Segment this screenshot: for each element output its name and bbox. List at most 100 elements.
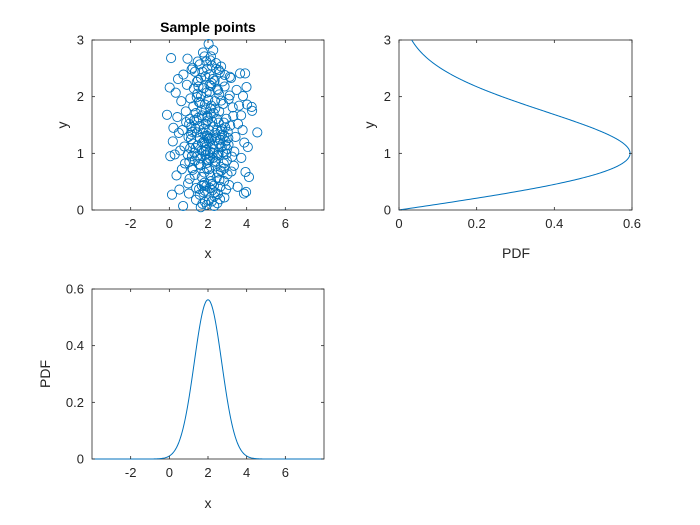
scatter-point bbox=[193, 81, 204, 92]
scatter-point bbox=[198, 83, 209, 94]
scatter-point bbox=[222, 169, 233, 180]
y-pdf-xtick-label: 0 bbox=[395, 216, 402, 231]
scatter-point bbox=[252, 127, 263, 138]
scatter-point bbox=[225, 72, 237, 84]
scatter-point bbox=[164, 82, 175, 93]
y-pdf-ytick-label: 0 bbox=[384, 203, 391, 218]
scatter-point bbox=[230, 131, 241, 142]
scatter-point bbox=[240, 68, 251, 79]
scatter-ylabel: y bbox=[54, 122, 70, 129]
scatter-xlabel: x bbox=[205, 245, 212, 261]
scatter-xtick-label: 4 bbox=[243, 216, 250, 231]
scatter-point bbox=[176, 164, 187, 175]
scatter-point bbox=[205, 51, 216, 62]
scatter-point bbox=[187, 62, 198, 73]
scatter-point bbox=[190, 194, 202, 205]
scatter-point bbox=[179, 158, 191, 169]
scatter-point bbox=[207, 147, 218, 158]
scatter-point bbox=[172, 74, 184, 85]
scatter-point bbox=[232, 181, 243, 192]
scatter-point bbox=[247, 105, 258, 116]
scatter-point bbox=[224, 71, 235, 82]
scatter-points bbox=[161, 38, 263, 213]
scatter-point bbox=[213, 147, 224, 158]
scatter-point bbox=[240, 166, 251, 178]
scatter-point bbox=[212, 84, 223, 95]
scatter-point bbox=[165, 151, 176, 162]
scatter-point bbox=[174, 184, 185, 195]
scatter-point bbox=[184, 156, 195, 167]
y-pdf-ylabel: y bbox=[361, 122, 377, 129]
scatter-point bbox=[201, 130, 213, 141]
y-pdf-axes: 0 0.2 0.4 0.6 0 1 2 3 PDF y bbox=[361, 33, 641, 262]
scatter-point bbox=[169, 149, 180, 160]
scatter-point bbox=[170, 87, 181, 98]
scatter-point bbox=[219, 70, 230, 81]
scatter-point bbox=[196, 110, 208, 121]
scatter-xtick-label: -2 bbox=[125, 216, 137, 231]
y-pdf-xtick-label: 0.2 bbox=[468, 216, 486, 231]
scatter-point bbox=[178, 200, 189, 212]
x-pdf-plot-area bbox=[91, 288, 325, 460]
scatter-ytick-label: 2 bbox=[77, 89, 84, 104]
scatter-point bbox=[216, 61, 227, 72]
scatter-point bbox=[223, 93, 234, 104]
scatter-point bbox=[166, 53, 177, 64]
scatter-point bbox=[210, 103, 221, 114]
scatter-point bbox=[191, 127, 203, 138]
scatter-point bbox=[197, 66, 208, 77]
scatter-point bbox=[175, 145, 186, 156]
scatter-point bbox=[189, 115, 200, 126]
scatter-point bbox=[243, 172, 255, 183]
scatter-point bbox=[216, 123, 227, 135]
y-pdf-ytick-label: 3 bbox=[384, 33, 391, 48]
scatter-point bbox=[183, 188, 194, 199]
scatter-point bbox=[214, 194, 226, 205]
scatter-point bbox=[203, 155, 214, 166]
scatter-point bbox=[213, 117, 224, 128]
scatter-point bbox=[184, 173, 195, 184]
scatter-ticks: -2 0 2 4 6 0 1 2 3 bbox=[77, 33, 324, 231]
scatter-point bbox=[167, 136, 178, 147]
scatter-point bbox=[238, 188, 250, 199]
scatter-point bbox=[185, 143, 196, 154]
scatter-point bbox=[220, 136, 231, 147]
scatter-point bbox=[229, 146, 240, 157]
scatter-point bbox=[237, 91, 249, 102]
scatter-point bbox=[168, 122, 179, 133]
scatter-xtick-label: 0 bbox=[166, 216, 173, 231]
x-pdf-ytick-label: 0.4 bbox=[66, 338, 84, 353]
scatter-point bbox=[166, 189, 178, 200]
scatter-ytick-label: 1 bbox=[77, 146, 84, 161]
scatter-point bbox=[211, 58, 222, 69]
scatter-point bbox=[210, 187, 221, 198]
scatter-point bbox=[215, 161, 226, 172]
y-pdf-ytick-label: 1 bbox=[384, 146, 391, 161]
x-pdf-xlabel: x bbox=[205, 495, 212, 511]
scatter-point bbox=[189, 169, 200, 180]
scatter-point bbox=[241, 186, 252, 197]
scatter-point bbox=[193, 96, 204, 107]
scatter-point bbox=[220, 140, 231, 151]
scatter-point bbox=[192, 150, 203, 161]
scatter-point bbox=[246, 101, 257, 112]
x-pdf-xtick-label: 6 bbox=[282, 465, 289, 480]
x-pdf-xtick-label: -2 bbox=[125, 465, 137, 480]
scatter-point bbox=[234, 100, 245, 111]
scatter-point bbox=[194, 183, 205, 195]
scatter-point bbox=[228, 160, 239, 171]
scatter-point bbox=[242, 99, 253, 110]
y-pdf-curve-group bbox=[398, 39, 631, 211]
scatter-point bbox=[216, 95, 227, 106]
scatter-ytick-label: 3 bbox=[77, 33, 84, 48]
scatter-point bbox=[189, 155, 200, 166]
y-pdf-ticks: 0 0.2 0.4 0.6 0 1 2 3 bbox=[384, 33, 641, 232]
scatter-point bbox=[171, 170, 182, 181]
x-pdf-ylabel: PDF bbox=[37, 360, 53, 388]
scatter-point bbox=[223, 139, 234, 150]
scatter-point bbox=[219, 192, 230, 203]
scatter-point bbox=[236, 152, 247, 163]
scatter-point bbox=[219, 81, 230, 92]
scatter-point bbox=[212, 189, 223, 200]
